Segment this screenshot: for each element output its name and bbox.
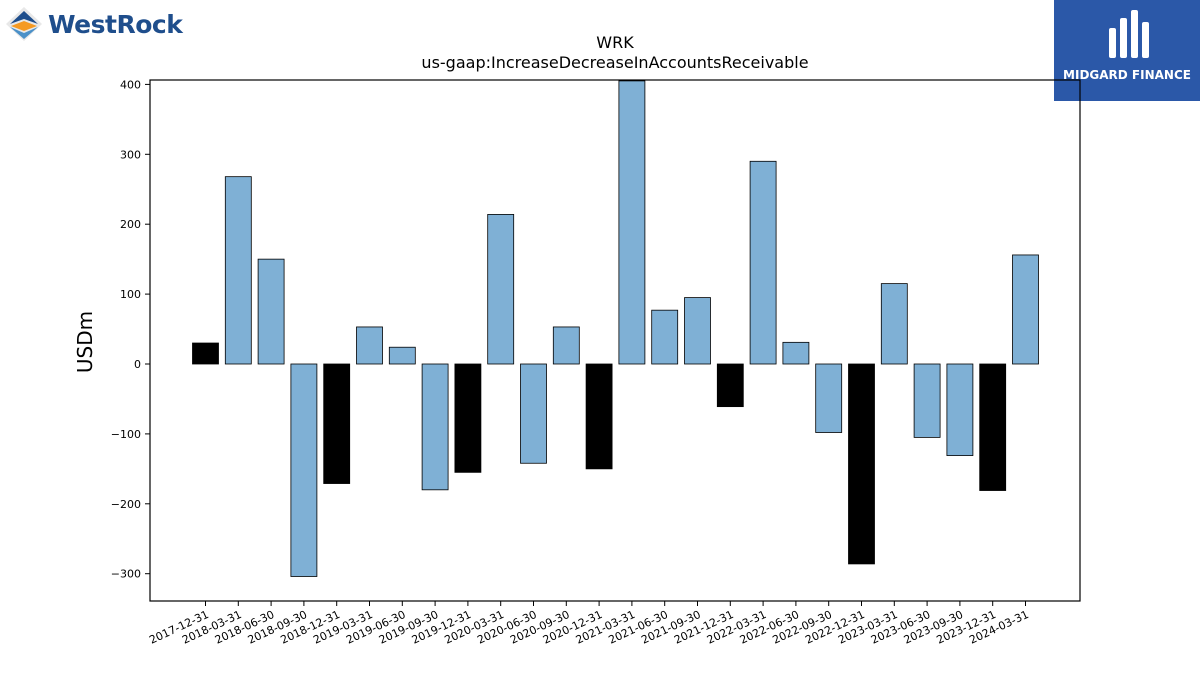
x-axis-ticks: 2017-12-312018-03-312018-06-302018-09-30… bbox=[147, 601, 1031, 647]
bar bbox=[421, 363, 449, 491]
midgard-finance-logo-icon bbox=[1109, 10, 1149, 58]
bar bbox=[454, 363, 482, 473]
bar bbox=[487, 214, 515, 365]
westrock-logo-text: WestRock bbox=[48, 9, 183, 39]
bar bbox=[946, 363, 974, 456]
westrock-logo: WestRock bbox=[4, 4, 184, 44]
chart-title: WRK bbox=[596, 33, 634, 52]
bar bbox=[552, 326, 580, 365]
bar bbox=[388, 346, 416, 365]
bar bbox=[585, 363, 613, 470]
y-tick-label: 0 bbox=[134, 358, 141, 371]
bar bbox=[684, 297, 711, 365]
bars-group bbox=[192, 80, 1039, 577]
westrock-logo-icon bbox=[6, 7, 42, 41]
bar bbox=[979, 363, 1007, 491]
bar bbox=[815, 363, 843, 433]
bar bbox=[782, 341, 810, 365]
y-tick-label: 100 bbox=[120, 288, 141, 301]
bar bbox=[520, 363, 547, 464]
bar bbox=[257, 258, 285, 365]
y-axis-label: USDm bbox=[73, 311, 97, 373]
bar bbox=[1012, 254, 1039, 365]
bar bbox=[716, 363, 744, 408]
bar bbox=[356, 326, 383, 365]
midgard-finance-logo: MIDGARD FINANCE bbox=[1054, 0, 1200, 101]
bar bbox=[848, 363, 875, 565]
y-tick-label: −300 bbox=[111, 568, 141, 581]
bar bbox=[913, 363, 941, 438]
y-axis-ticks: −300 −200 −100 0 100 200 300 400 bbox=[111, 78, 150, 581]
bar bbox=[323, 363, 351, 484]
y-tick-label: −200 bbox=[111, 498, 141, 511]
plot-frame bbox=[149, 79, 1081, 602]
bar bbox=[224, 176, 252, 365]
bar bbox=[651, 309, 679, 365]
y-tick-label: 200 bbox=[120, 218, 141, 231]
y-tick-label: −100 bbox=[111, 428, 141, 441]
y-tick-label: 300 bbox=[120, 148, 141, 161]
bar bbox=[290, 363, 318, 577]
chart-subtitle: us-gaap:IncreaseDecreaseInAccountsReceiv… bbox=[421, 53, 808, 72]
bar bbox=[192, 342, 219, 365]
bar bbox=[618, 80, 646, 365]
bar bbox=[880, 283, 908, 365]
bar bbox=[749, 160, 777, 365]
midgard-finance-logo-text: MIDGARD FINANCE bbox=[1063, 68, 1191, 82]
y-tick-label: 400 bbox=[120, 78, 141, 91]
